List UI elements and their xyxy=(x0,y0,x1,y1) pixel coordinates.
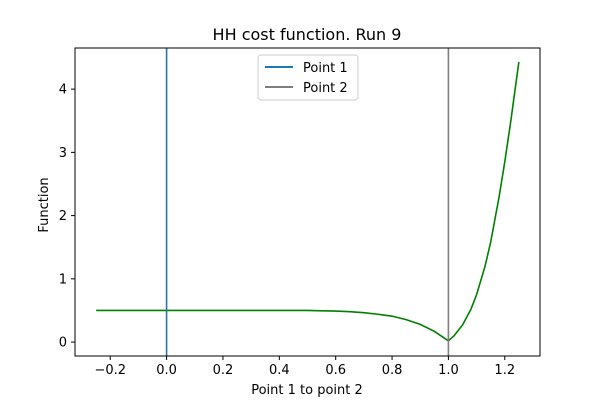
y-axis-label: Function xyxy=(37,177,52,232)
x-tick-label: −0.2 xyxy=(94,363,126,378)
legend-label-point-1: Point 1 xyxy=(303,61,348,76)
axes-frame xyxy=(74,47,541,357)
y-tick-label: 2 xyxy=(59,209,67,224)
x-tick-label: 1.0 xyxy=(438,363,459,378)
y-tick-label: 4 xyxy=(59,83,67,98)
y-tick-label: 0 xyxy=(59,336,67,351)
legend-label-point-2: Point 2 xyxy=(303,81,348,96)
x-tick-label: 0.2 xyxy=(213,363,234,378)
series-line-cost xyxy=(96,61,520,342)
x-tick-label: 1.2 xyxy=(494,363,515,378)
y-tick-label: 3 xyxy=(59,146,67,161)
x-axis-label: Point 1 to point 2 xyxy=(251,383,363,398)
x-tick-label: 0.8 xyxy=(382,363,403,378)
x-tick-label: 0.6 xyxy=(325,363,346,378)
legend: Point 1 Point 2 xyxy=(257,54,359,101)
plot-area: −0.2 0.0 0.2 0.4 0.6 0.8 1.0 1.2 0 1 2 3 4 xyxy=(59,47,541,378)
y-tick-label: 1 xyxy=(59,272,67,287)
x-tick-label: 0.4 xyxy=(269,363,290,378)
chart-title: HH cost function. Run 9 xyxy=(213,25,402,44)
x-tick-label: 0.0 xyxy=(156,363,177,378)
